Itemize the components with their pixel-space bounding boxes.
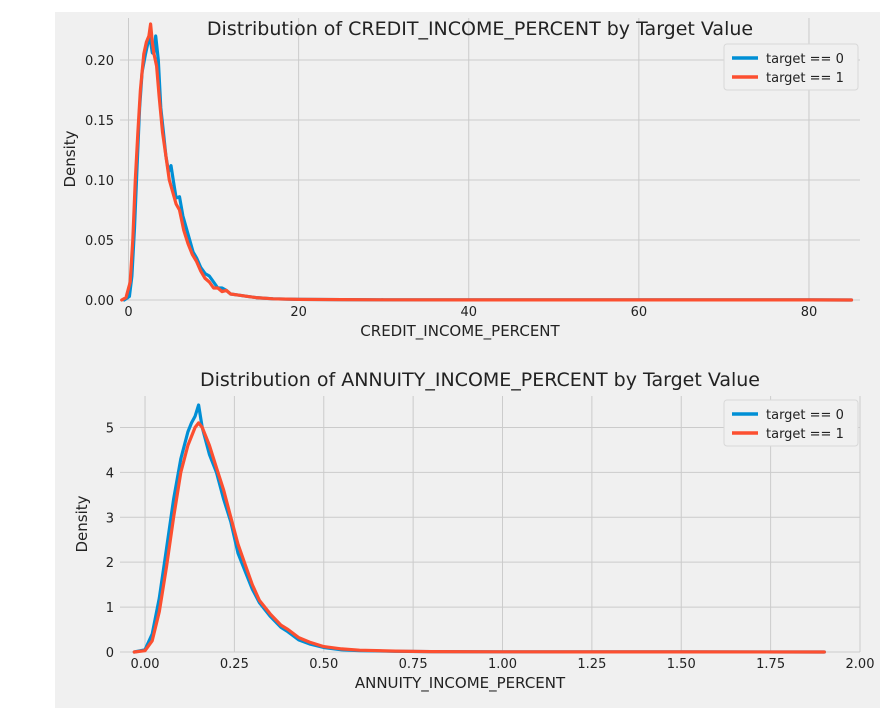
figure-background (55, 12, 880, 708)
legend-label: target == 0 (766, 408, 844, 423)
y-tick-label: 0.20 (85, 54, 114, 69)
y-tick-label: 0.10 (85, 174, 114, 189)
series-line-target-0 (132, 403, 826, 654)
y-tick-label: 4 (106, 466, 114, 481)
x-tick-label: 80 (801, 305, 818, 320)
x-axis-label: ANNUITY_INCOME_PERCENT (355, 674, 566, 693)
legend-label: target == 1 (766, 71, 844, 86)
x-axis-label: CREDIT_INCOME_PERCENT (360, 322, 560, 341)
x-tick-label: 0.50 (309, 657, 338, 672)
x-tick-label: 0.75 (399, 657, 428, 672)
y-tick-label: 0.15 (85, 114, 114, 129)
y-tick-label: 1 (106, 601, 114, 616)
x-tick-label: 0.25 (220, 657, 249, 672)
series-line-target-1 (132, 421, 826, 654)
x-tick-label: 40 (460, 305, 477, 320)
x-tick-label: 1.25 (577, 657, 606, 672)
x-tick-label: 1.00 (488, 657, 517, 672)
x-tick-label: 2.00 (846, 657, 875, 672)
legend-label: target == 1 (766, 427, 844, 442)
y-tick-label: 2 (106, 556, 114, 571)
chart-1: 0 20 40 60 80 0.00 0.05 0.10 0.15 0.20 Distributio… (61, 18, 860, 341)
x-tick-label: 1.75 (756, 657, 785, 672)
y-tick-label: 3 (106, 511, 114, 526)
chart-title: Distribution of ANNUITY_INCOME_PERCENT b… (200, 369, 760, 391)
legend-label: target == 0 (766, 52, 844, 67)
x-tick-label: 1.50 (667, 657, 696, 672)
y-tick-label: 0 (106, 646, 114, 661)
x-tick-label: 60 (631, 305, 648, 320)
series-line-target-1 (120, 22, 854, 302)
chart-title: Distribution of CREDIT_INCOME_PERCENT by… (207, 18, 753, 40)
legend: target == 0 target == 1 (723, 399, 859, 447)
y-tick-label: 0.00 (85, 294, 114, 309)
x-tick-label: 20 (290, 305, 307, 320)
chart-2: 0.00 0.25 0.50 0.75 1.00 1.25 1.50 1.75 2.00 0 1 2 3… (73, 369, 874, 693)
y-tick-label: 0.05 (85, 234, 114, 249)
y-axis-label: Density (73, 495, 91, 552)
x-tick-label: 0 (124, 305, 132, 320)
y-axis-label: Density (61, 130, 79, 187)
legend: target == 0 target == 1 (723, 43, 859, 91)
y-tick-label: 5 (106, 421, 114, 436)
x-tick-label: 0.00 (131, 657, 160, 672)
